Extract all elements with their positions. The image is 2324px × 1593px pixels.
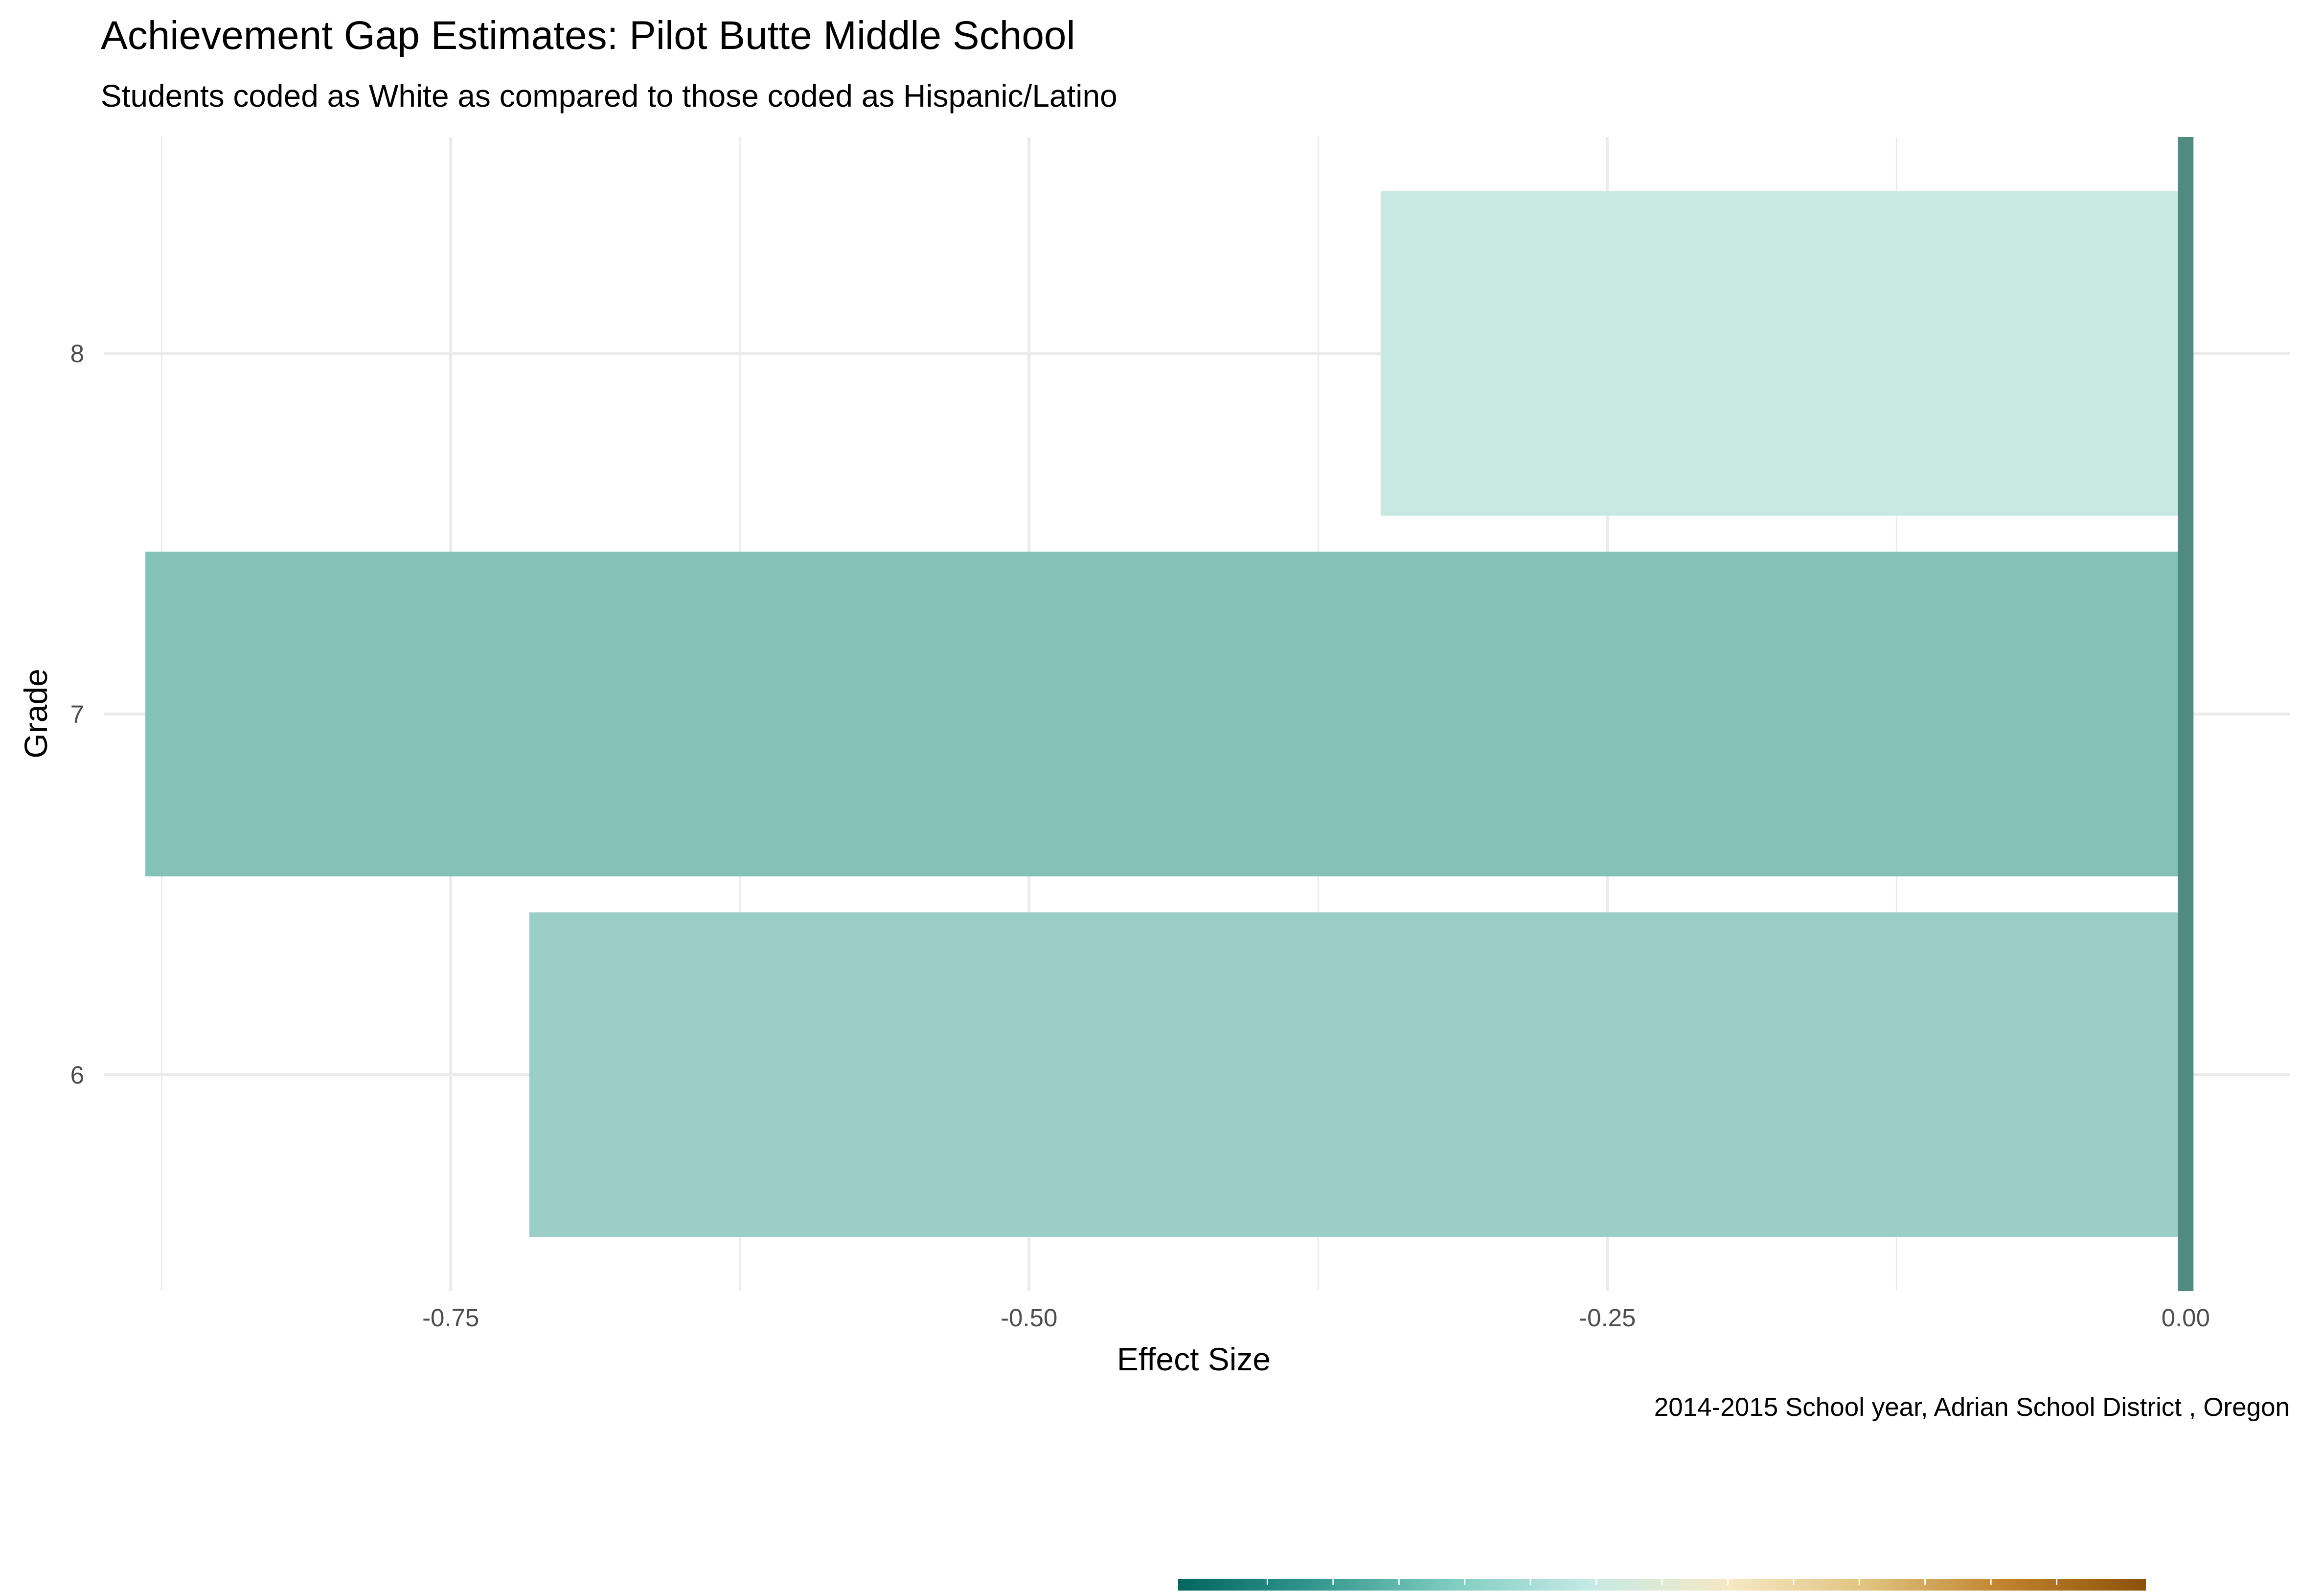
bar-grade-7 (145, 552, 2186, 877)
x-tick-label: -0.75 (422, 1304, 479, 1332)
y-axis-title: Grade (18, 669, 54, 758)
chart-subtitle: Students coded as White as compared to t… (101, 78, 1117, 114)
x-tick-labels: -0.75 -0.50 -0.25 0.00 (422, 1304, 2210, 1332)
x-tick-label: -0.25 (1579, 1304, 1636, 1332)
y-tick-label: 6 (70, 1061, 84, 1089)
bars (145, 191, 2186, 1237)
chart-caption: 2014-2015 School year, Adrian School Dis… (1654, 1393, 2290, 1422)
chart-title: Achievement Gap Estimates: Pilot Butte M… (101, 13, 1075, 58)
bar-grade-8 (1380, 191, 2186, 516)
y-tick-label: 7 (70, 700, 84, 728)
bar-grade-6 (529, 912, 2186, 1237)
y-tick-label: 8 (70, 340, 84, 368)
x-tick-label: 0.00 (2162, 1304, 2210, 1332)
colorbar-legend (1178, 1579, 2146, 1593)
x-axis-title: Effect Size (1117, 1341, 1271, 1377)
x-tick-label: -0.50 (1001, 1304, 1057, 1332)
y-tick-labels: 6 7 8 (70, 340, 84, 1089)
